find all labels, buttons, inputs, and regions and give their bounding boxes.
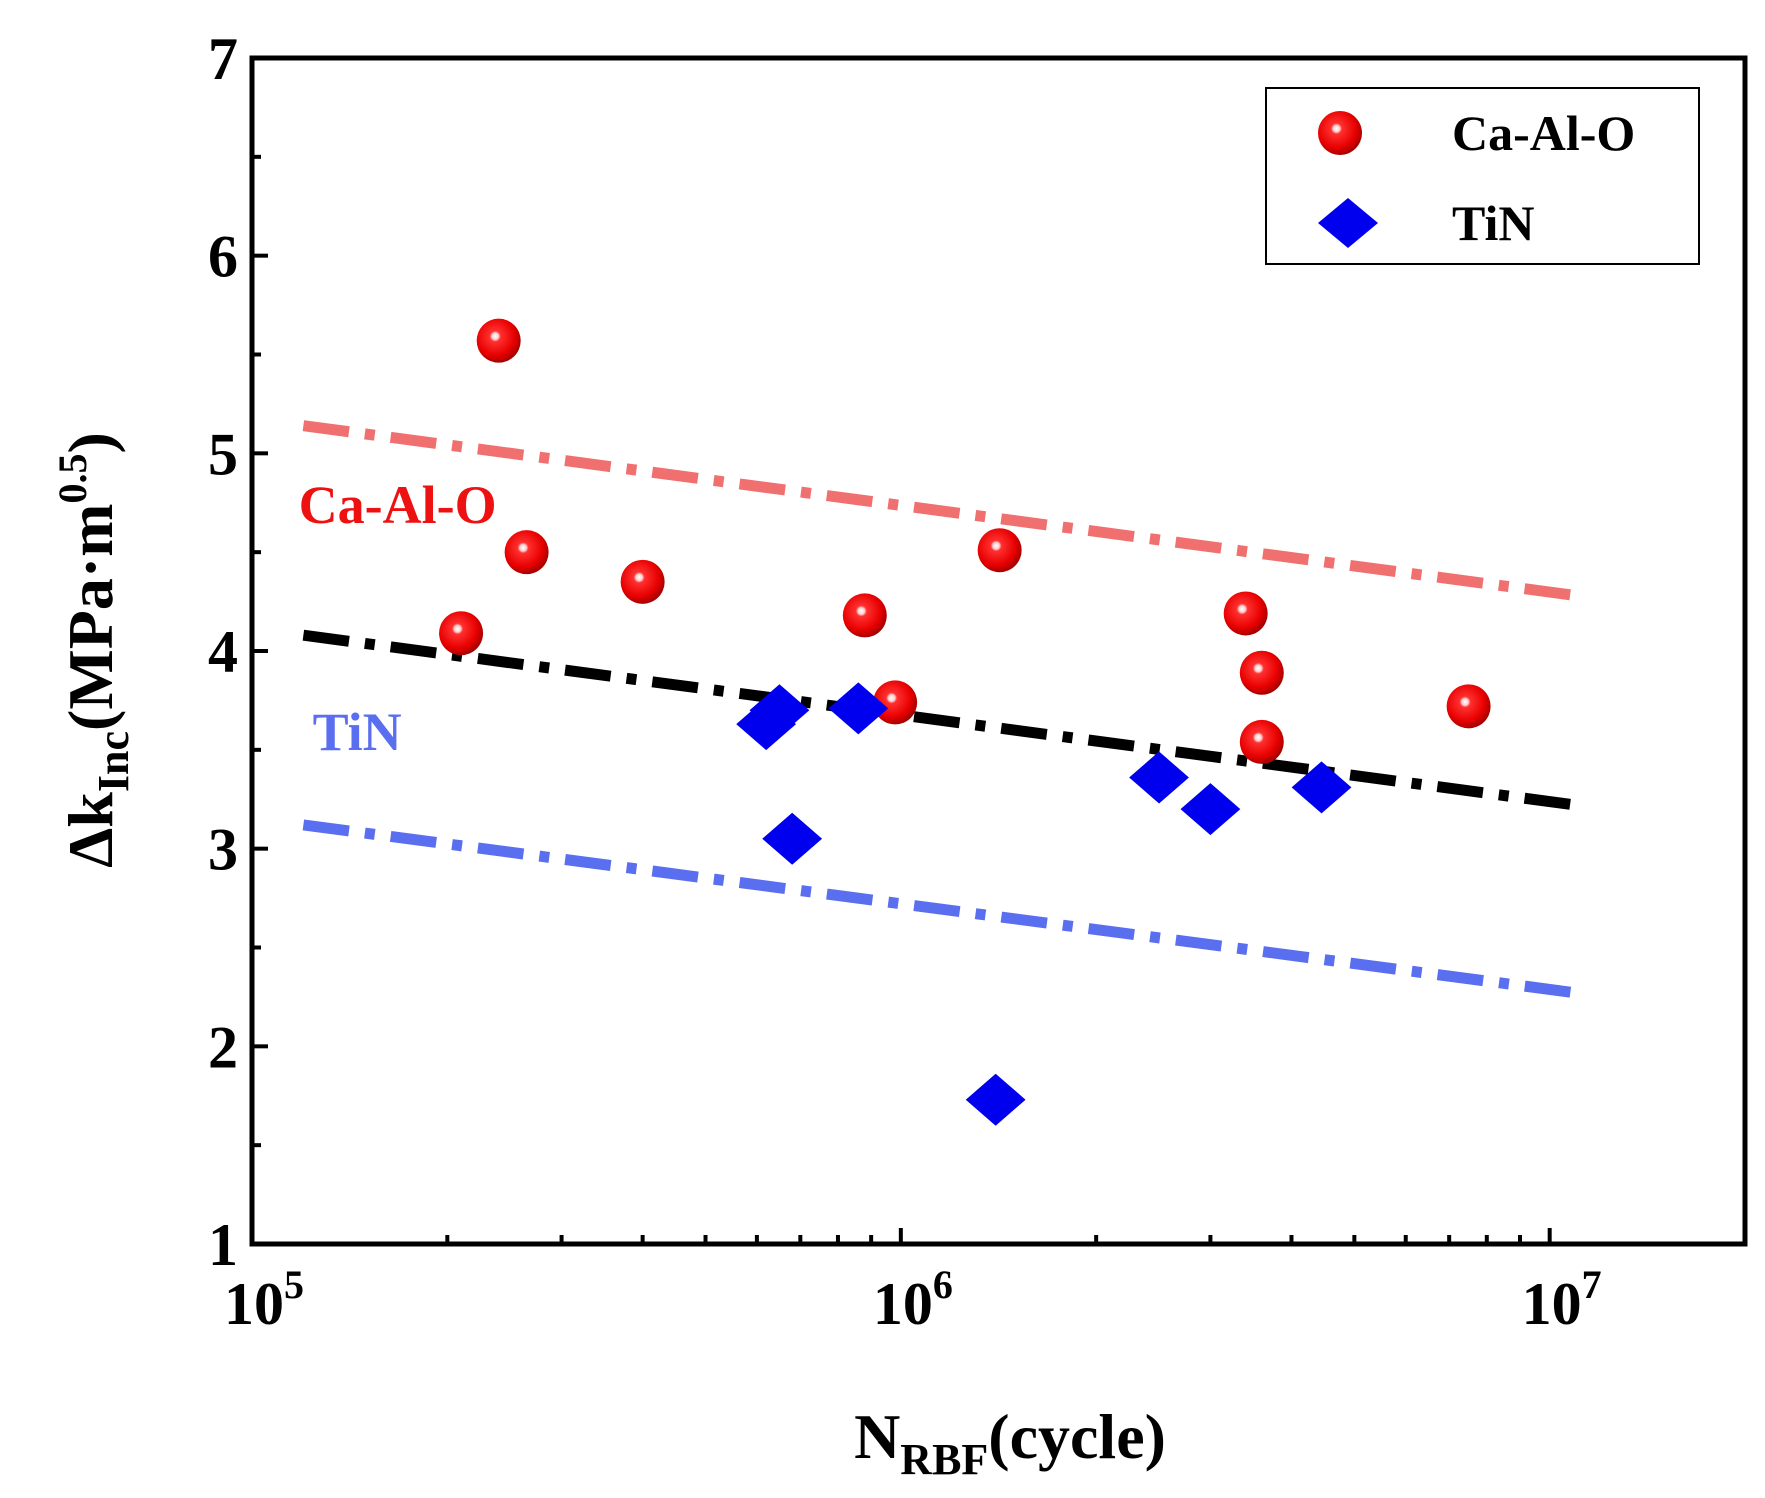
point-tin — [762, 812, 823, 865]
point-tin — [828, 682, 889, 735]
point-tin — [965, 1073, 1026, 1126]
trend-line-upper-bound — [302, 420, 1578, 602]
point-tin — [1180, 783, 1241, 836]
x-tick-label: 106 — [873, 1262, 953, 1337]
legend-marker-ca-al-o — [1318, 111, 1362, 155]
trend-line-mean-fit — [302, 629, 1578, 811]
y-tick-label: 4 — [208, 619, 238, 685]
point-ca-al-o — [977, 528, 1022, 573]
y-tick-labels: 1 2 3 4 5 6 7 — [208, 26, 238, 1278]
x-tick-label: 105 — [224, 1262, 304, 1337]
annotation-ca-al-o: Ca-Al-O — [299, 475, 497, 535]
point-ca-al-o — [1239, 719, 1284, 764]
point-ca-al-o — [439, 611, 484, 656]
axis-ticks — [250, 56, 1747, 1246]
legend-label-ca-al-o: Ca-Al-O — [1452, 105, 1635, 161]
y-tick-label: 6 — [208, 224, 238, 290]
point-ca-al-o — [620, 559, 665, 604]
point-ca-al-o — [504, 530, 549, 575]
x-axis-title: NRBF(cycle) — [854, 1401, 1166, 1484]
point-tin — [1129, 751, 1189, 804]
point-ca-al-o — [1446, 684, 1491, 729]
trend-lines — [302, 420, 1578, 999]
point-tin — [749, 684, 810, 737]
y-tick-label: 2 — [208, 1014, 238, 1080]
legend-marker-tin — [1318, 198, 1378, 248]
point-ca-al-o — [842, 593, 887, 638]
point-ca-al-o — [476, 318, 521, 363]
y-axis-title: ΔkInc(MPa·m0.5) — [50, 432, 138, 868]
point-ca-al-o — [1223, 591, 1268, 636]
legend-label-tin: TiN — [1452, 195, 1534, 251]
point-tin — [1291, 761, 1352, 814]
point-ca-al-o — [873, 680, 918, 725]
y-tick-label: 7 — [208, 26, 238, 92]
x-tick-labels: 105 106 107 — [224, 1262, 1602, 1337]
data-points — [439, 318, 1491, 1126]
y-tick-label: 1 — [208, 1212, 238, 1278]
x-tick-label: 107 — [1522, 1262, 1602, 1337]
trend-line-lower-bound — [302, 819, 1578, 999]
y-tick-label: 5 — [208, 421, 238, 487]
legend: Ca-Al-O TiN — [1265, 87, 1700, 265]
point-ca-al-o — [1239, 650, 1284, 695]
y-tick-label: 3 — [208, 817, 238, 883]
annotation-tin: TiN — [313, 702, 402, 762]
